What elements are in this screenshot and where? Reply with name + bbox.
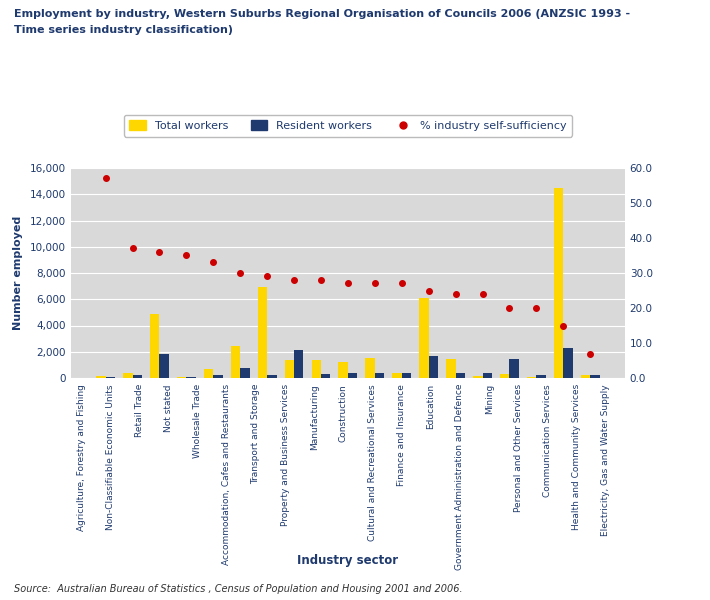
% industry self-sufficiency <box>586 350 594 357</box>
Bar <box>581 375 590 378</box>
Bar <box>150 314 160 378</box>
% industry self-sufficiency <box>425 287 433 294</box>
% industry self-sufficiency <box>263 273 271 280</box>
% industry self-sufficiency <box>398 280 406 287</box>
Bar <box>510 359 519 378</box>
Text: Time series industry classification): Time series industry classification) <box>14 25 233 35</box>
Bar <box>312 359 321 378</box>
Bar <box>536 375 546 378</box>
% industry self-sufficiency <box>532 304 540 311</box>
Bar <box>123 373 133 378</box>
Text: Industry sector: Industry sector <box>297 554 398 567</box>
Text: Wholesale Trade: Wholesale Trade <box>193 384 202 458</box>
% industry self-sufficiency <box>559 322 567 329</box>
Bar <box>393 373 402 378</box>
Text: Personal and Other Services: Personal and Other Services <box>514 384 523 512</box>
Bar <box>366 358 375 378</box>
Bar <box>96 376 106 378</box>
Bar <box>258 287 267 378</box>
% industry self-sufficiency <box>102 175 110 182</box>
Text: Manufacturing: Manufacturing <box>310 384 319 450</box>
% industry self-sufficiency <box>209 259 217 266</box>
% industry self-sufficiency <box>236 269 244 277</box>
Bar <box>285 360 294 378</box>
Text: Cultural and Recreational Services: Cultural and Recreational Services <box>368 384 377 541</box>
Text: Education: Education <box>426 384 435 429</box>
Text: Electricity, Gas and Water Supply: Electricity, Gas and Water Supply <box>601 384 610 536</box>
Bar <box>231 346 240 378</box>
Text: Government Administration and Defence: Government Administration and Defence <box>456 384 464 571</box>
% industry self-sufficiency <box>479 290 487 298</box>
% industry self-sufficiency <box>155 248 164 256</box>
Text: Agriculture, Forestry and Fishing: Agriculture, Forestry and Fishing <box>77 384 86 531</box>
% industry self-sufficiency <box>182 252 190 259</box>
Bar <box>186 377 196 378</box>
% industry self-sufficiency <box>371 280 379 287</box>
Text: Source:  Australian Bureau of Statistics , Census of Population and Housing 2001: Source: Australian Bureau of Statistics … <box>14 584 463 594</box>
Text: Transport and Storage: Transport and Storage <box>251 384 261 485</box>
Text: Retail Trade: Retail Trade <box>135 384 144 437</box>
Text: Mining: Mining <box>485 384 493 414</box>
Line: % industry self-sufficiency: % industry self-sufficiency <box>103 176 593 356</box>
Bar <box>402 373 411 378</box>
% industry self-sufficiency <box>506 304 514 311</box>
Text: Communication Services: Communication Services <box>543 384 552 497</box>
Bar <box>213 375 223 378</box>
Bar <box>483 373 492 378</box>
Text: Accommodation, Cafes and Restaurants: Accommodation, Cafes and Restaurants <box>222 384 231 565</box>
% industry self-sufficiency <box>344 280 352 287</box>
Bar <box>554 188 563 378</box>
Text: Construction: Construction <box>339 384 348 442</box>
Text: Non-Classifiable Economic Units: Non-Classifiable Economic Units <box>106 384 115 529</box>
Bar <box>563 349 573 378</box>
Bar <box>267 376 277 378</box>
Bar <box>590 376 600 378</box>
Bar <box>429 356 438 378</box>
Bar <box>240 367 250 378</box>
Bar <box>419 298 429 378</box>
% industry self-sufficiency <box>129 245 137 252</box>
Bar <box>348 373 357 378</box>
Text: Employment by industry, Western Suburbs Regional Organisation of Councils 2006 (: Employment by industry, Western Suburbs … <box>14 9 630 19</box>
Bar <box>375 373 384 378</box>
Bar <box>456 373 465 378</box>
Y-axis label: Number employed: Number employed <box>13 216 23 330</box>
Bar <box>500 374 510 378</box>
Bar <box>527 377 536 378</box>
Legend: Total workers, Resident workers, % industry self-sufficiency: Total workers, Resident workers, % indus… <box>124 115 572 137</box>
Bar <box>204 370 213 378</box>
Bar <box>106 377 115 378</box>
Bar <box>133 376 142 378</box>
Text: Not stated: Not stated <box>164 384 173 431</box>
% industry self-sufficiency <box>317 277 325 284</box>
Bar <box>177 377 186 378</box>
Bar <box>339 362 348 378</box>
Text: Health and Community Services: Health and Community Services <box>572 384 581 530</box>
Bar <box>321 374 330 378</box>
Bar <box>294 350 303 378</box>
Text: Property and Business Services: Property and Business Services <box>280 384 290 526</box>
Bar <box>473 376 483 378</box>
% industry self-sufficiency <box>290 277 298 284</box>
Text: Finance and Insurance: Finance and Insurance <box>397 384 406 486</box>
% industry self-sufficiency <box>452 290 460 298</box>
Bar <box>446 359 456 378</box>
Bar <box>160 355 169 378</box>
